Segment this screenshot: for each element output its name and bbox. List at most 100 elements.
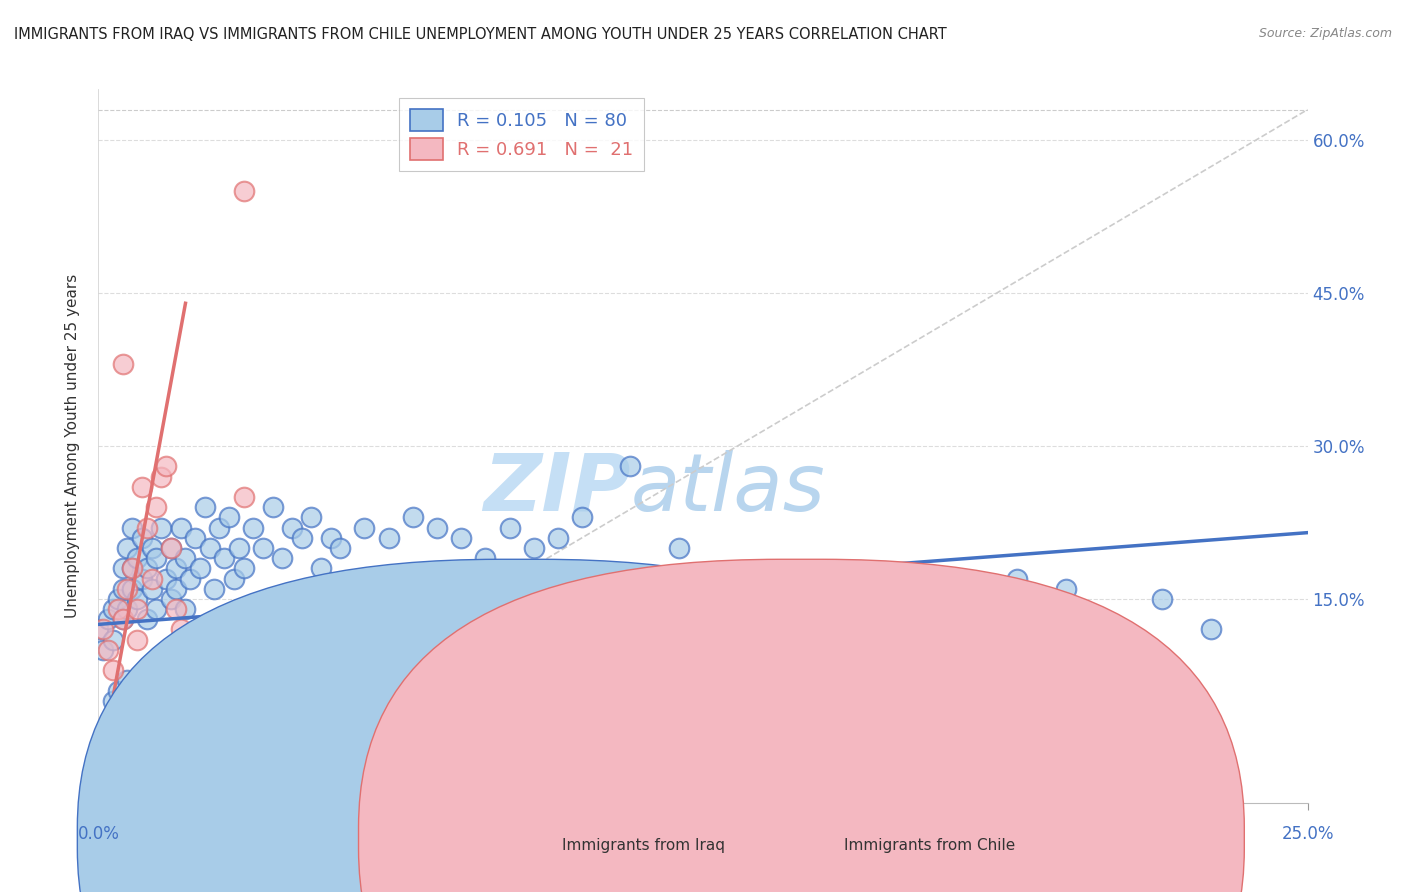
Point — [262, 500, 284, 515]
Point — [547, 531, 569, 545]
Point — [135, 520, 157, 534]
Point — [222, 632, 245, 647]
Point — [131, 480, 153, 494]
Point — [474, 551, 496, 566]
Text: IMMIGRANTS FROM IRAQ VS IMMIGRANTS FROM CHILE UNEMPLOYMENT AMONG YOUTH UNDER 25 : IMMIGRANTS FROM IRAQ VS IMMIGRANTS FROM … — [14, 27, 946, 42]
Point — [145, 663, 167, 677]
Point — [165, 602, 187, 616]
Point — [668, 541, 690, 555]
Point — [121, 582, 143, 596]
Point — [131, 531, 153, 545]
Point — [107, 683, 129, 698]
Legend: R = 0.105   N = 80, R = 0.691   N =  21: R = 0.105 N = 80, R = 0.691 N = 21 — [399, 98, 644, 171]
Point — [160, 541, 183, 555]
Point — [107, 602, 129, 616]
Point — [87, 623, 110, 637]
Point — [135, 561, 157, 575]
Point — [131, 572, 153, 586]
Point — [127, 591, 149, 606]
Point — [329, 541, 352, 555]
Point — [101, 663, 124, 677]
Point — [228, 541, 250, 555]
Point — [150, 469, 173, 483]
Point — [101, 602, 124, 616]
Point — [498, 520, 520, 534]
Point — [523, 541, 546, 555]
Point — [208, 520, 231, 534]
Point — [145, 551, 167, 566]
Point — [377, 531, 399, 545]
Point — [299, 510, 322, 524]
Point — [319, 531, 342, 545]
Point — [150, 520, 173, 534]
Point — [232, 490, 254, 504]
Point — [290, 531, 312, 545]
Point — [184, 531, 207, 545]
Point — [212, 551, 235, 566]
Point — [145, 602, 167, 616]
Text: 0.0%: 0.0% — [77, 825, 120, 843]
Point — [165, 582, 187, 596]
Point — [281, 520, 304, 534]
Text: Immigrants from Chile: Immigrants from Chile — [844, 838, 1015, 854]
Point — [155, 459, 177, 474]
Point — [179, 572, 201, 586]
Point — [198, 541, 221, 555]
Point — [242, 520, 264, 534]
Point — [222, 572, 245, 586]
Point — [121, 520, 143, 534]
Point — [1152, 591, 1174, 606]
Point — [117, 582, 139, 596]
Point — [101, 694, 124, 708]
Point — [121, 561, 143, 575]
Point — [716, 582, 738, 596]
Point — [1054, 582, 1077, 596]
Point — [204, 582, 226, 596]
Text: Immigrants from Iraq: Immigrants from Iraq — [562, 838, 725, 854]
Point — [127, 602, 149, 616]
Point — [107, 591, 129, 606]
Point — [127, 704, 149, 718]
Text: ZIP: ZIP — [484, 450, 630, 528]
Point — [271, 551, 294, 566]
Point — [160, 541, 183, 555]
Point — [218, 510, 240, 524]
Point — [111, 612, 134, 626]
Point — [155, 572, 177, 586]
Point — [188, 561, 211, 575]
Point — [91, 643, 114, 657]
Point — [135, 612, 157, 626]
Point — [117, 602, 139, 616]
Y-axis label: Unemployment Among Youth under 25 years: Unemployment Among Youth under 25 years — [65, 274, 80, 618]
Text: 25.0%: 25.0% — [1281, 825, 1334, 843]
Point — [174, 602, 197, 616]
Point — [97, 643, 120, 657]
Point — [619, 459, 641, 474]
Point — [127, 632, 149, 647]
Point — [232, 561, 254, 575]
Point — [111, 561, 134, 575]
Point — [1007, 572, 1029, 586]
Text: Source: ZipAtlas.com: Source: ZipAtlas.com — [1258, 27, 1392, 40]
Point — [1199, 623, 1222, 637]
Point — [135, 714, 157, 729]
Point — [127, 551, 149, 566]
Point — [160, 591, 183, 606]
Text: atlas: atlas — [630, 450, 825, 528]
Point — [111, 755, 134, 769]
Point — [111, 612, 134, 626]
Point — [426, 520, 449, 534]
Point — [121, 561, 143, 575]
Point — [169, 623, 191, 637]
Point — [232, 184, 254, 198]
Point — [111, 358, 134, 372]
Point — [117, 673, 139, 688]
Point — [117, 541, 139, 555]
Point — [145, 500, 167, 515]
Point — [309, 561, 332, 575]
Point — [141, 541, 163, 555]
Point — [813, 602, 835, 616]
Point — [141, 582, 163, 596]
Point — [450, 531, 472, 545]
Point — [194, 500, 217, 515]
